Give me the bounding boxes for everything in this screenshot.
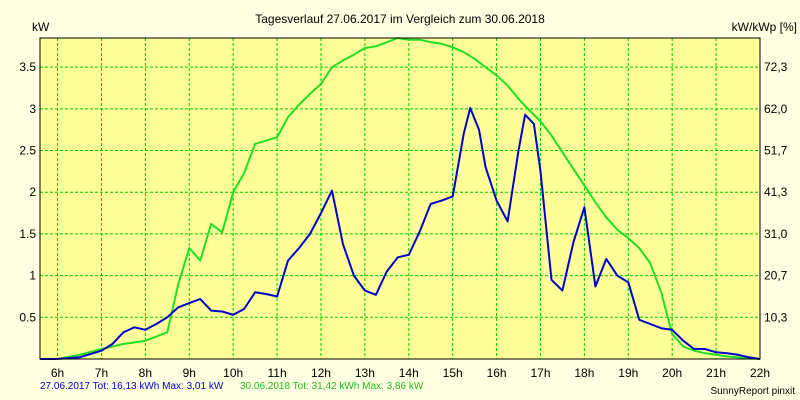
series-lines <box>40 37 761 360</box>
y-tick-label-right: 31,0 <box>764 227 788 241</box>
series-line-2 <box>40 37 761 360</box>
x-tick-label: 15h <box>443 366 463 380</box>
x-tick-label: 6h <box>51 366 64 380</box>
x-tick-label: 16h <box>487 366 507 380</box>
plot-border <box>39 37 761 360</box>
y-tick-label-right: 72,3 <box>764 60 788 74</box>
x-tick-label: 22h <box>750 366 770 380</box>
x-tick-label: 14h <box>399 366 419 380</box>
y-tick-label-left: 3 <box>29 102 36 116</box>
tick-labels: 6h 7h 8h 9h 10h 11h 12h 13h 14h 15h 16h 17h 18h 19h 20… <box>19 60 787 380</box>
y-axis-label-right: kW/kWp [%] <box>732 20 797 34</box>
footer-series2-summary: 30.06.2018 Tot: 31,42 kWh Max: 3,86 kW <box>240 381 424 392</box>
x-tick-label: 11h <box>268 366 287 380</box>
x-tick-label: 21h <box>706 366 726 380</box>
x-tick-label: 20h <box>662 366 682 380</box>
plot-area <box>40 38 760 359</box>
y-tick-label-left: 3.5 <box>19 60 36 74</box>
x-tick-label: 12h <box>311 366 331 380</box>
y-tick-label-left: 0.5 <box>19 310 36 324</box>
y-tick-label-right: 20,7 <box>764 269 788 283</box>
y-tick-label-left: 2 <box>29 185 36 199</box>
y-tick-label-right: 51,7 <box>764 144 788 158</box>
y-tick-label-right: 10,3 <box>764 310 788 324</box>
series-line-1 <box>40 107 761 360</box>
chart-title: Tagesverlauf 27.06.2017 im Vergleich zum… <box>255 12 545 26</box>
footer-series1-summary: 27.06.2017 Tot: 16,13 kWh Max: 3,01 kW <box>40 381 224 392</box>
x-tick-label: 10h <box>223 366 243 380</box>
y-tick-label-left: 1.5 <box>19 227 36 241</box>
y-tick-label-right: 41,3 <box>764 185 788 199</box>
y-axis-label-left: kW <box>32 20 50 34</box>
x-tick-label: 18h <box>574 366 594 380</box>
x-tick-label: 17h <box>530 366 550 380</box>
x-tick-label: 9h <box>183 366 196 380</box>
x-tick-label: 8h <box>139 366 152 380</box>
y-tick-label-right: 62,0 <box>764 102 788 116</box>
x-tick-label: 7h <box>95 366 108 380</box>
x-tick-label: 13h <box>355 366 375 380</box>
footer-credit: SunnyReport pinxit <box>710 386 796 397</box>
y-tick-label-left: 1 <box>29 269 36 283</box>
y-tick-label-left: 2.5 <box>19 144 36 158</box>
grid-lines <box>40 38 760 359</box>
x-tick-label: 19h <box>618 366 638 380</box>
